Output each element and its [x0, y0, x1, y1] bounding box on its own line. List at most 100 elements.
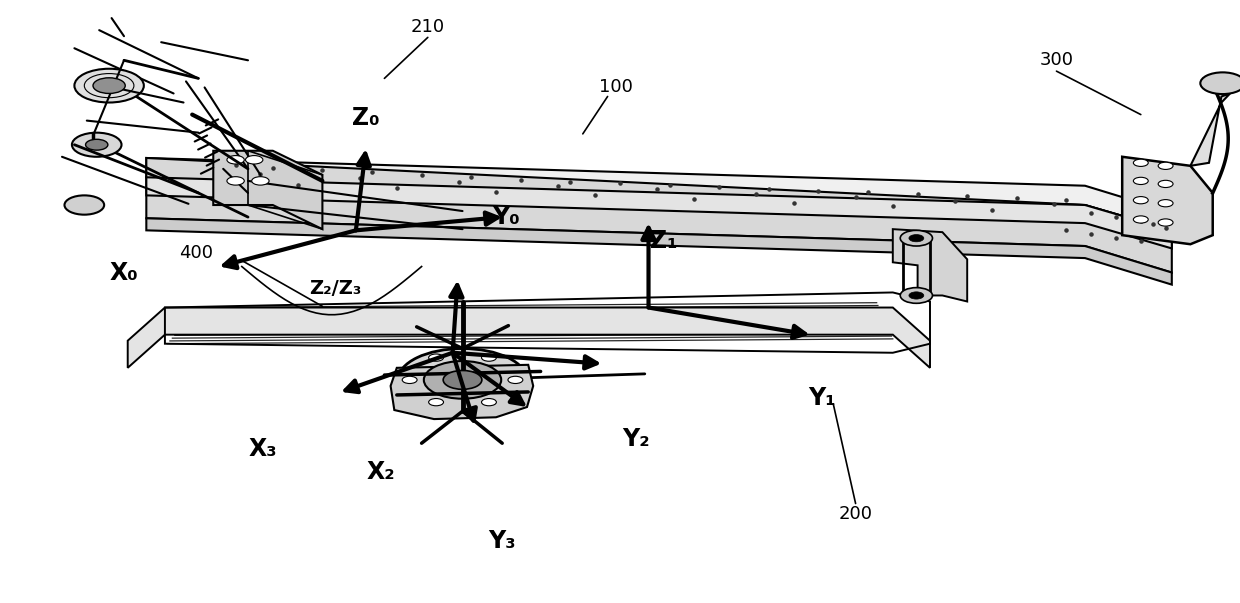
Text: 210: 210	[410, 18, 445, 36]
Point	[945, 196, 965, 206]
Text: 400: 400	[179, 244, 213, 262]
Text: Y₂: Y₂	[622, 427, 650, 451]
Circle shape	[429, 354, 444, 361]
Circle shape	[508, 376, 523, 384]
Text: Y₁: Y₁	[808, 386, 836, 410]
Point	[486, 187, 506, 197]
Point	[387, 183, 407, 193]
Polygon shape	[146, 218, 1172, 285]
Point	[883, 201, 903, 211]
Point	[1106, 233, 1126, 242]
Circle shape	[1200, 72, 1240, 94]
Circle shape	[909, 292, 924, 299]
Point	[585, 191, 605, 200]
Point	[684, 194, 704, 204]
Point	[1081, 229, 1101, 239]
Point	[263, 163, 283, 172]
Circle shape	[402, 376, 417, 384]
Polygon shape	[213, 151, 322, 229]
Text: X₃: X₃	[249, 437, 277, 461]
Point	[1056, 226, 1076, 235]
Text: 300: 300	[1039, 51, 1074, 69]
Point	[312, 165, 332, 175]
Circle shape	[227, 156, 244, 164]
Text: Z₂/Z₃: Z₂/Z₃	[309, 279, 361, 298]
Point	[1143, 219, 1163, 229]
Point	[746, 189, 766, 198]
Polygon shape	[893, 229, 967, 302]
Circle shape	[1158, 180, 1173, 188]
Point	[412, 170, 432, 180]
Point	[1131, 216, 1151, 226]
Circle shape	[481, 354, 496, 361]
Point	[1106, 212, 1126, 222]
Circle shape	[1133, 216, 1148, 223]
Point	[560, 177, 580, 186]
Point	[1056, 195, 1076, 204]
Circle shape	[481, 399, 496, 406]
Polygon shape	[1190, 93, 1230, 166]
Point	[548, 181, 568, 191]
Point	[1156, 223, 1176, 233]
Polygon shape	[1122, 157, 1213, 244]
Text: X₀: X₀	[109, 260, 139, 285]
Point	[808, 186, 828, 195]
Point	[908, 189, 928, 199]
Circle shape	[74, 69, 144, 103]
Point	[226, 160, 246, 170]
Circle shape	[1158, 219, 1173, 226]
Point	[461, 172, 481, 182]
Circle shape	[86, 139, 108, 150]
Circle shape	[909, 235, 924, 242]
Text: 200: 200	[838, 505, 873, 523]
Point	[759, 184, 779, 194]
Text: Y₀: Y₀	[492, 205, 520, 229]
Point	[511, 175, 531, 185]
Point	[1131, 236, 1151, 246]
Polygon shape	[146, 158, 1172, 273]
Point	[362, 168, 382, 177]
Circle shape	[900, 288, 932, 303]
Circle shape	[93, 78, 125, 93]
Point	[647, 185, 667, 194]
Polygon shape	[146, 177, 1172, 248]
Point	[250, 169, 270, 178]
Text: Z₁: Z₁	[650, 229, 677, 253]
Polygon shape	[128, 308, 930, 368]
Circle shape	[1133, 177, 1148, 185]
Circle shape	[443, 370, 482, 390]
Circle shape	[1133, 159, 1148, 166]
Circle shape	[429, 399, 444, 406]
Circle shape	[424, 361, 501, 399]
Circle shape	[227, 177, 244, 185]
Circle shape	[1158, 162, 1173, 169]
Circle shape	[246, 156, 263, 164]
Circle shape	[72, 133, 122, 157]
Point	[1007, 193, 1027, 203]
Point	[858, 188, 878, 197]
Circle shape	[1133, 197, 1148, 204]
Point	[449, 177, 469, 186]
Polygon shape	[391, 365, 533, 419]
Text: X₂: X₂	[366, 459, 396, 484]
Text: Y₃: Y₃	[489, 529, 516, 553]
Point	[288, 180, 308, 189]
Point	[1081, 209, 1101, 218]
Circle shape	[1158, 200, 1173, 207]
Point	[610, 178, 630, 188]
Circle shape	[64, 195, 104, 215]
Text: Z₀: Z₀	[352, 106, 379, 130]
Point	[660, 180, 680, 190]
Circle shape	[398, 349, 527, 411]
Polygon shape	[146, 158, 1172, 230]
Circle shape	[252, 177, 269, 185]
Point	[784, 198, 804, 207]
Point	[1044, 200, 1064, 209]
Point	[846, 192, 866, 202]
Text: 100: 100	[599, 78, 634, 96]
Point	[982, 205, 1002, 215]
Circle shape	[900, 230, 932, 246]
Point	[350, 173, 370, 183]
Point	[957, 191, 977, 201]
Point	[709, 182, 729, 192]
